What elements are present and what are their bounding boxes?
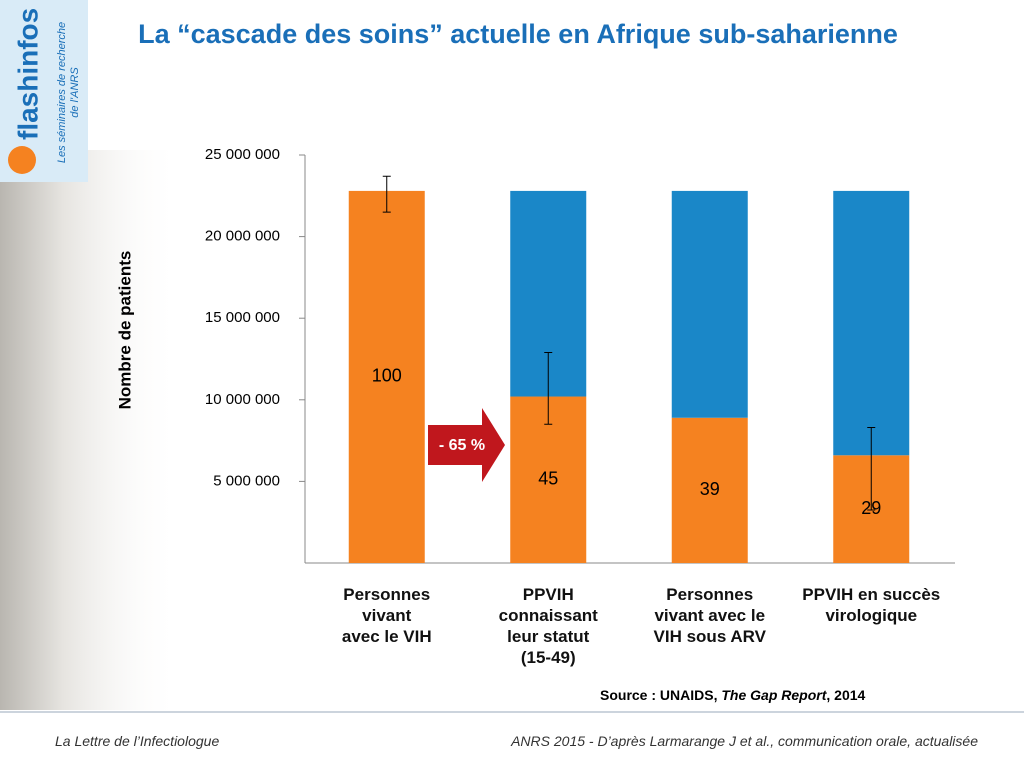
logo-icon — [8, 146, 36, 174]
x-tick-label: Personnes vivant avec le VIH sous ARV — [653, 585, 766, 646]
bar-segment — [348, 190, 425, 564]
logo-subtitle: Les séminaires de recherche de l'ANRS — [56, 21, 81, 164]
arrow-label: - 65 % — [439, 437, 485, 454]
y-tick-label: 5 000 000 — [213, 472, 280, 489]
x-tick-label: PPVIH connaissant leur statut (15-49) — [498, 585, 598, 667]
y-axis-label: Nombre de patients — [115, 251, 134, 410]
error-bar — [544, 351, 553, 425]
arrow — [428, 408, 505, 482]
percentage-label: 100 — [372, 366, 402, 386]
bar-segment — [833, 190, 910, 456]
y-tick-label: 25 000 000 — [205, 146, 280, 163]
y-tick-label: 10 000 000 — [205, 391, 280, 408]
logo: flashinfos — [12, 8, 43, 140]
source-suffix: , 2014 — [826, 687, 866, 703]
source-prefix: Source : UNAIDS, — [600, 687, 718, 703]
footer-right: ANRS 2015 - D’après Larmarange J et al.,… — [511, 733, 978, 749]
error-bar — [867, 427, 876, 511]
bar-segment — [671, 190, 748, 418]
y-tick-label: 15 000 000 — [205, 309, 280, 326]
x-tick-label: PPVIH en succès virologique — [802, 585, 941, 625]
y-tick-label: 20 000 000 — [205, 228, 280, 245]
title: La “cascade des soins” actuelle en Afriq… — [138, 19, 898, 49]
percentage-label: 39 — [700, 479, 720, 499]
source-report: The Gap Report — [721, 687, 827, 703]
percentage-label: 45 — [538, 469, 558, 489]
bar-segment — [671, 417, 748, 563]
x-tick-label: Personnes vivant avec le VIH — [341, 585, 432, 646]
background-building — [0, 150, 180, 710]
logo-subtitle-box: Les séminaires de recherche de l'ANRS — [52, 10, 88, 180]
error-bar — [382, 175, 391, 213]
footer-left: La Lettre de l’Infectiologue — [55, 733, 220, 749]
source: Source : UNAIDS, The Gap Report, 2014 — [600, 687, 865, 703]
